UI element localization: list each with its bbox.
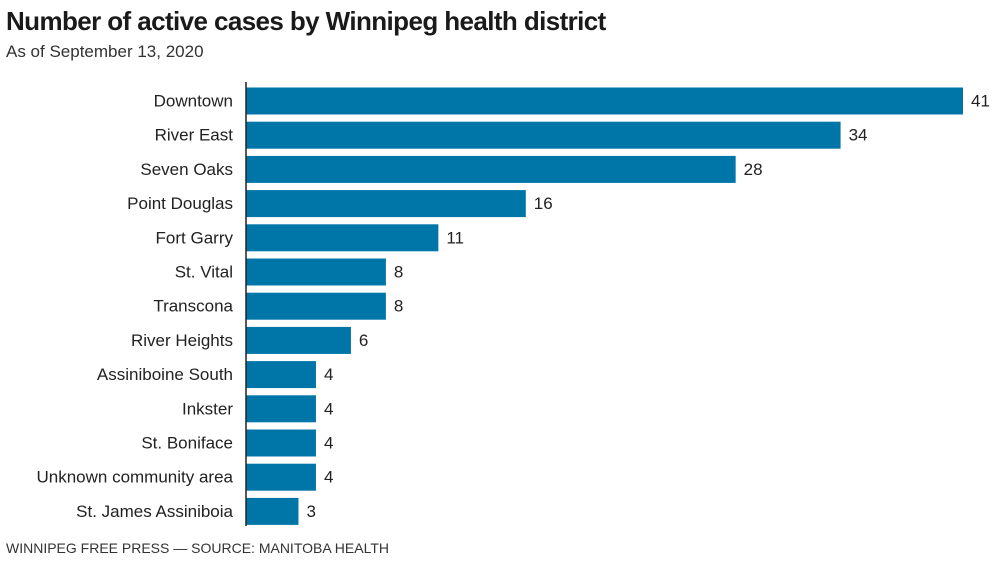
bar [246,121,841,149]
value-label: 3 [306,502,315,521]
value-label: 11 [446,228,464,247]
bar [246,258,386,286]
category-label: River Heights [131,331,233,350]
value-label: 6 [359,331,368,350]
source-credit: WINNIPEG FREE PRESS — SOURCE: MANITOBA H… [6,540,389,556]
chart-subtitle: As of September 13, 2020 [6,42,204,61]
bar [246,87,963,115]
value-label: 8 [394,297,403,316]
value-label: 41 [971,92,990,111]
category-label: Assiniboine South [97,365,233,384]
value-label: 4 [324,399,333,418]
value-label: 4 [324,434,333,453]
category-label: Unknown community area [36,468,233,487]
value-label: 4 [324,365,333,384]
category-label: St. Vital [175,263,233,282]
category-label: Seven Oaks [140,160,233,179]
category-label: Transcona [153,297,233,316]
value-label: 8 [394,263,403,282]
bar [246,429,316,457]
category-label: St. James Assiniboia [76,502,233,521]
bar [246,395,316,423]
bar [246,463,316,491]
category-label: River East [155,126,234,145]
bar [246,497,299,525]
bar [246,361,316,389]
value-label: 28 [744,160,763,179]
category-label: Inkster [182,399,233,418]
category-label: St. Boniface [141,434,233,453]
value-label: 4 [324,468,333,487]
bar [246,326,351,354]
chart-title: Number of active cases by Winnipeg healt… [6,6,606,36]
value-label: 16 [534,194,553,213]
category-label: Fort Garry [156,228,234,247]
bar [246,155,736,183]
value-label: 34 [849,126,868,145]
bar [246,190,526,218]
bar [246,292,386,320]
bar [246,224,439,252]
category-label: Point Douglas [127,194,233,213]
category-label: Downtown [154,92,233,111]
